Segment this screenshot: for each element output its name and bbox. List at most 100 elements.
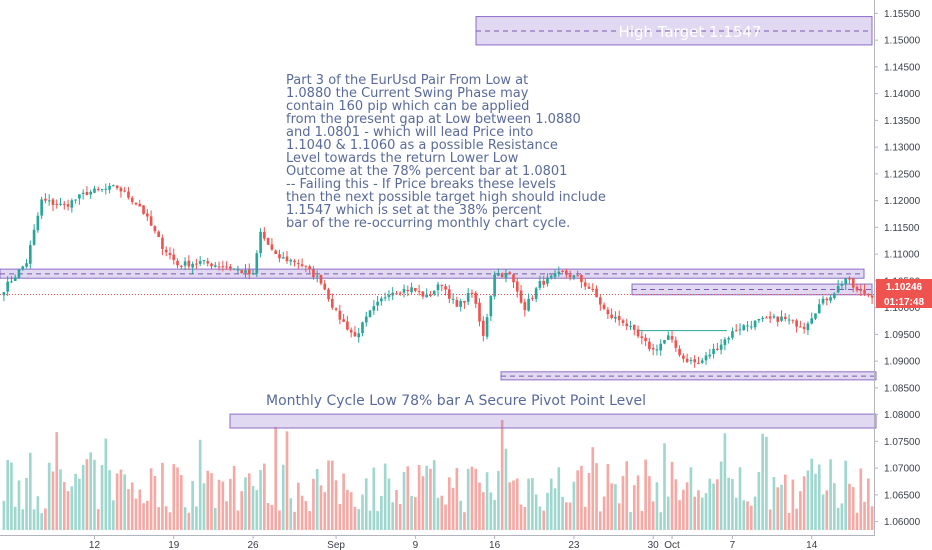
candle-body	[674, 340, 678, 348]
volume-bar	[806, 470, 810, 530]
volume-bar	[527, 478, 530, 530]
volume-bar	[572, 481, 576, 530]
candle-body	[115, 185, 119, 189]
candle-body	[244, 270, 247, 273]
zone-monthly-low[interactable]	[229, 413, 877, 429]
volume-bar	[96, 509, 100, 530]
volume-bar	[478, 482, 481, 530]
candle-body	[334, 308, 338, 310]
volume-bar	[749, 505, 753, 530]
candle-body	[13, 277, 17, 281]
volume-bar	[372, 467, 376, 530]
candle-body	[515, 281, 519, 292]
candle-body	[274, 250, 277, 254]
time-tick-label: 12	[89, 540, 101, 550]
candle-body	[478, 302, 481, 322]
candle-body	[749, 326, 753, 328]
volume-bar	[202, 483, 206, 530]
volume-bar	[459, 500, 462, 530]
candle-body	[632, 324, 636, 330]
price-tick-label: 1.14000	[884, 89, 921, 100]
candle-body	[799, 326, 802, 328]
candle-body	[28, 245, 32, 264]
volume-bar	[78, 478, 81, 530]
time-tick-label: 16	[489, 540, 501, 550]
candle-body	[757, 318, 761, 321]
price-tick-label: 1.13000	[884, 143, 921, 154]
volume-bar	[146, 500, 149, 530]
volume-bar	[134, 498, 138, 530]
volume-bar	[833, 483, 836, 530]
candle-body	[198, 261, 202, 264]
price-tick-label: 1.08500	[884, 383, 921, 394]
volume-bar	[602, 496, 606, 530]
candle-body	[867, 294, 870, 296]
volume-bar	[263, 463, 266, 530]
candle-body	[81, 192, 85, 194]
candle-body	[844, 278, 848, 285]
volume-bar	[523, 506, 527, 530]
candle-body	[731, 331, 734, 338]
volume-bar	[232, 465, 236, 530]
volume-bar	[187, 512, 191, 530]
candle-body	[89, 191, 93, 195]
candle-body	[368, 310, 372, 318]
volume-bar	[376, 511, 379, 530]
candle-body	[353, 332, 357, 337]
price-tick-label: 1.13500	[884, 116, 921, 127]
monthly-low-label: Monthly Cycle Low 78% bar A Secure Pivot…	[266, 393, 646, 409]
note-line-11: 1.1547 which is set at the 38% percent	[286, 203, 542, 218]
volume-bar	[225, 501, 228, 530]
candle-body	[636, 329, 640, 337]
candle-body	[108, 185, 111, 190]
volume-bar	[829, 459, 832, 530]
volume-bar	[795, 508, 798, 530]
candle-body	[153, 226, 157, 232]
last-price-value: 1.10246	[886, 282, 923, 293]
volume-bar	[130, 482, 134, 530]
volume-bar	[444, 504, 447, 530]
price-tick-label: 1.11500	[884, 223, 920, 234]
candle-body	[685, 358, 689, 362]
candle-body	[149, 216, 153, 226]
volume-bar	[55, 432, 59, 530]
volume-bar	[36, 496, 40, 530]
volume-bar	[802, 476, 806, 530]
candle-body	[833, 293, 836, 298]
volume-bar	[463, 512, 466, 530]
candle-body	[376, 301, 379, 306]
volume-bar	[599, 511, 602, 530]
price-tick-label: 1.15500	[884, 9, 921, 20]
candle-body	[383, 297, 387, 299]
volume-bar	[870, 506, 874, 530]
volume-bar	[44, 508, 47, 530]
candle-body	[127, 191, 130, 198]
candle-body	[315, 275, 319, 277]
volume-bar	[727, 477, 730, 530]
time-axis[interactable]: 12 19 26 Sep 9 16 23 30 Oct 7 14	[0, 535, 875, 550]
candle-body	[848, 277, 851, 280]
volume-bar	[59, 469, 62, 530]
volume-bar	[470, 466, 474, 530]
note-line-10: then the next possible target high shoul…	[286, 190, 606, 205]
volume-bar	[500, 420, 504, 530]
volume-bar	[493, 500, 496, 530]
candle-body	[712, 348, 715, 355]
candle-body	[44, 198, 47, 201]
volume-bar	[836, 507, 840, 530]
candle-body	[421, 291, 425, 297]
candle-body	[247, 269, 251, 275]
volume-bar	[561, 496, 564, 530]
candle-body	[21, 266, 25, 270]
candle-body	[221, 266, 225, 268]
volume-bar	[172, 464, 176, 530]
candle-body	[474, 292, 478, 304]
volume-bar	[538, 506, 542, 530]
price-tick-label: 1.12000	[884, 196, 921, 207]
volume-bar	[606, 464, 610, 530]
candle-body	[308, 266, 311, 270]
candle-body	[312, 269, 315, 278]
candle-body	[840, 284, 844, 286]
volume-bar	[149, 468, 153, 530]
